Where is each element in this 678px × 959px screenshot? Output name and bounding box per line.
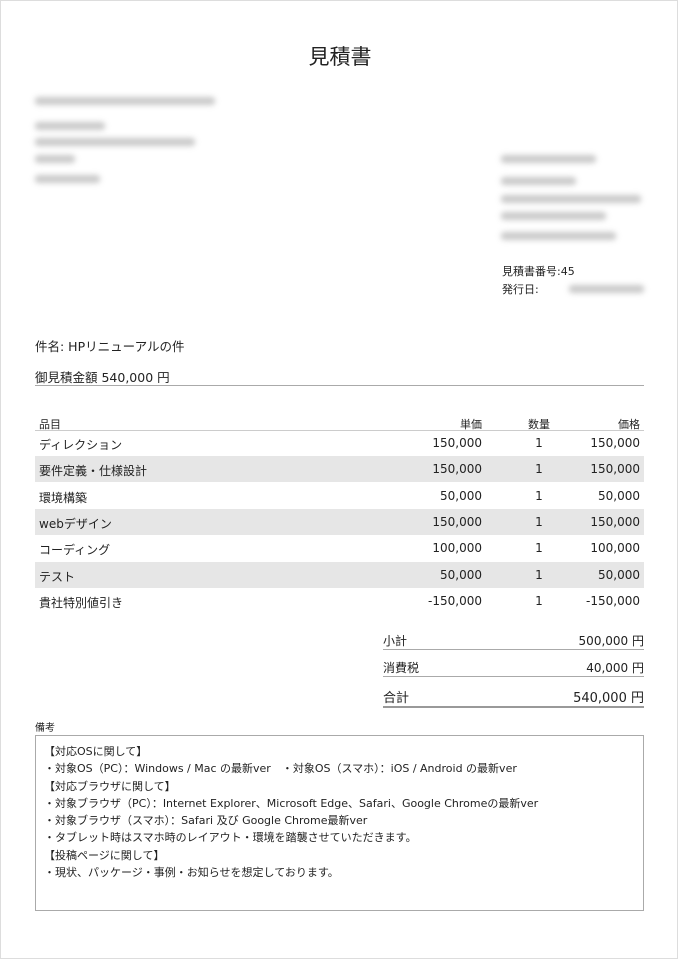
price: -150,000 <box>586 593 640 608</box>
total-label: 合計 <box>383 691 410 706</box>
unit-price: 150,000 <box>432 462 482 477</box>
issue-date-label: 発行日: <box>502 283 539 296</box>
item-name: テスト <box>39 569 76 584</box>
item-name: webデザイン <box>39 516 112 531</box>
header-quantity: 数量 <box>528 418 550 431</box>
estimate-number: 見積書番号:45 <box>502 265 575 278</box>
table-row: テスト 50,000 1 50,000 <box>35 561 644 588</box>
quantity: 1 <box>535 436 543 450</box>
item-name: ディレクション <box>39 438 123 452</box>
quantity: 1 <box>535 593 543 608</box>
quantity: 1 <box>535 541 543 556</box>
table-header: 品目 単価 数量 価格 <box>35 410 644 436</box>
remarks-box: 【対応OSに関して】・対象OS（PC）：Windows / Mac の最新ver… <box>35 735 644 911</box>
total-value: 540,000 円 <box>573 691 644 706</box>
remarks-line: ・対象OS（PC）：Windows / Mac の最新ver ・対象OS（スマホ… <box>44 762 517 776</box>
table-row: webデザイン 150,000 1 150,000 <box>35 508 644 535</box>
remarks-line: ・タブレット時はスマホ時のレイアウト・環境を踏襲させていただきます。 <box>44 831 417 845</box>
divider <box>35 385 644 386</box>
header-unit-price: 単価 <box>460 418 482 431</box>
total-heading: 御見積金額 540,000 円 <box>35 370 170 385</box>
item-name: 要件定義・仕様設計 <box>39 464 148 479</box>
quantity: 1 <box>535 567 543 582</box>
document-title: 見積書 <box>308 45 372 69</box>
price: 150,000 <box>590 514 640 529</box>
table-row: ディレクション 150,000 1 150,000 <box>35 430 644 456</box>
item-name: コーディング <box>39 543 111 558</box>
unit-price: 150,000 <box>432 436 482 450</box>
subtotal-value: 500,000 円 <box>578 634 644 648</box>
unit-price: 50,000 <box>440 488 482 503</box>
header-price: 価格 <box>618 418 640 431</box>
remarks-line: 【対応ブラウザに関して】 <box>44 779 176 793</box>
divider <box>383 706 644 708</box>
price: 150,000 <box>590 462 640 477</box>
price: 50,000 <box>598 567 640 582</box>
unit-price: 100,000 <box>432 541 482 556</box>
divider <box>35 430 644 431</box>
price: 50,000 <box>598 488 640 503</box>
divider <box>383 676 644 677</box>
item-name: 環境構築 <box>39 490 88 505</box>
quantity: 1 <box>535 488 543 503</box>
subtotal-label: 小計 <box>383 634 408 648</box>
remarks-line: 【投稿ページに関して】 <box>44 848 165 862</box>
issue-date-redacted <box>569 285 644 293</box>
price: 150,000 <box>590 436 640 450</box>
table-row: 要件定義・仕様設計 150,000 1 150,000 <box>35 456 644 483</box>
table-row: 貴社特別値引き -150,000 1 -150,000 <box>35 588 644 614</box>
subject: 件名: HPリニューアルの件 <box>35 339 185 354</box>
quantity: 1 <box>535 514 543 529</box>
remarks-line: 【対応OSに関して】 <box>44 745 148 758</box>
divider <box>383 649 644 650</box>
item-name: 貴社特別値引き <box>39 595 124 610</box>
tax-label: 消費税 <box>383 661 420 675</box>
unit-price: 50,000 <box>440 567 482 582</box>
table-row: 環境構築 50,000 1 50,000 <box>35 483 644 509</box>
header-item: 品目 <box>39 418 61 431</box>
remarks-line: ・現状、パッケージ・事例・お知らせを想定しております。 <box>44 866 339 880</box>
unit-price: -150,000 <box>428 593 482 608</box>
price: 100,000 <box>590 541 640 556</box>
remarks-line: ・対象ブラウザ（スマホ）：Safari 及び Google Chrome最新ve… <box>44 814 368 828</box>
unit-price: 150,000 <box>432 514 482 529</box>
table-row: コーディング 100,000 1 100,000 <box>35 535 644 561</box>
quantity: 1 <box>535 462 543 477</box>
remarks-label: 備考 <box>35 723 55 734</box>
remarks-line: ・対象ブラウザ（PC）：Internet Explorer、Microsoft … <box>44 796 539 810</box>
tax-value: 40,000 円 <box>586 661 644 675</box>
